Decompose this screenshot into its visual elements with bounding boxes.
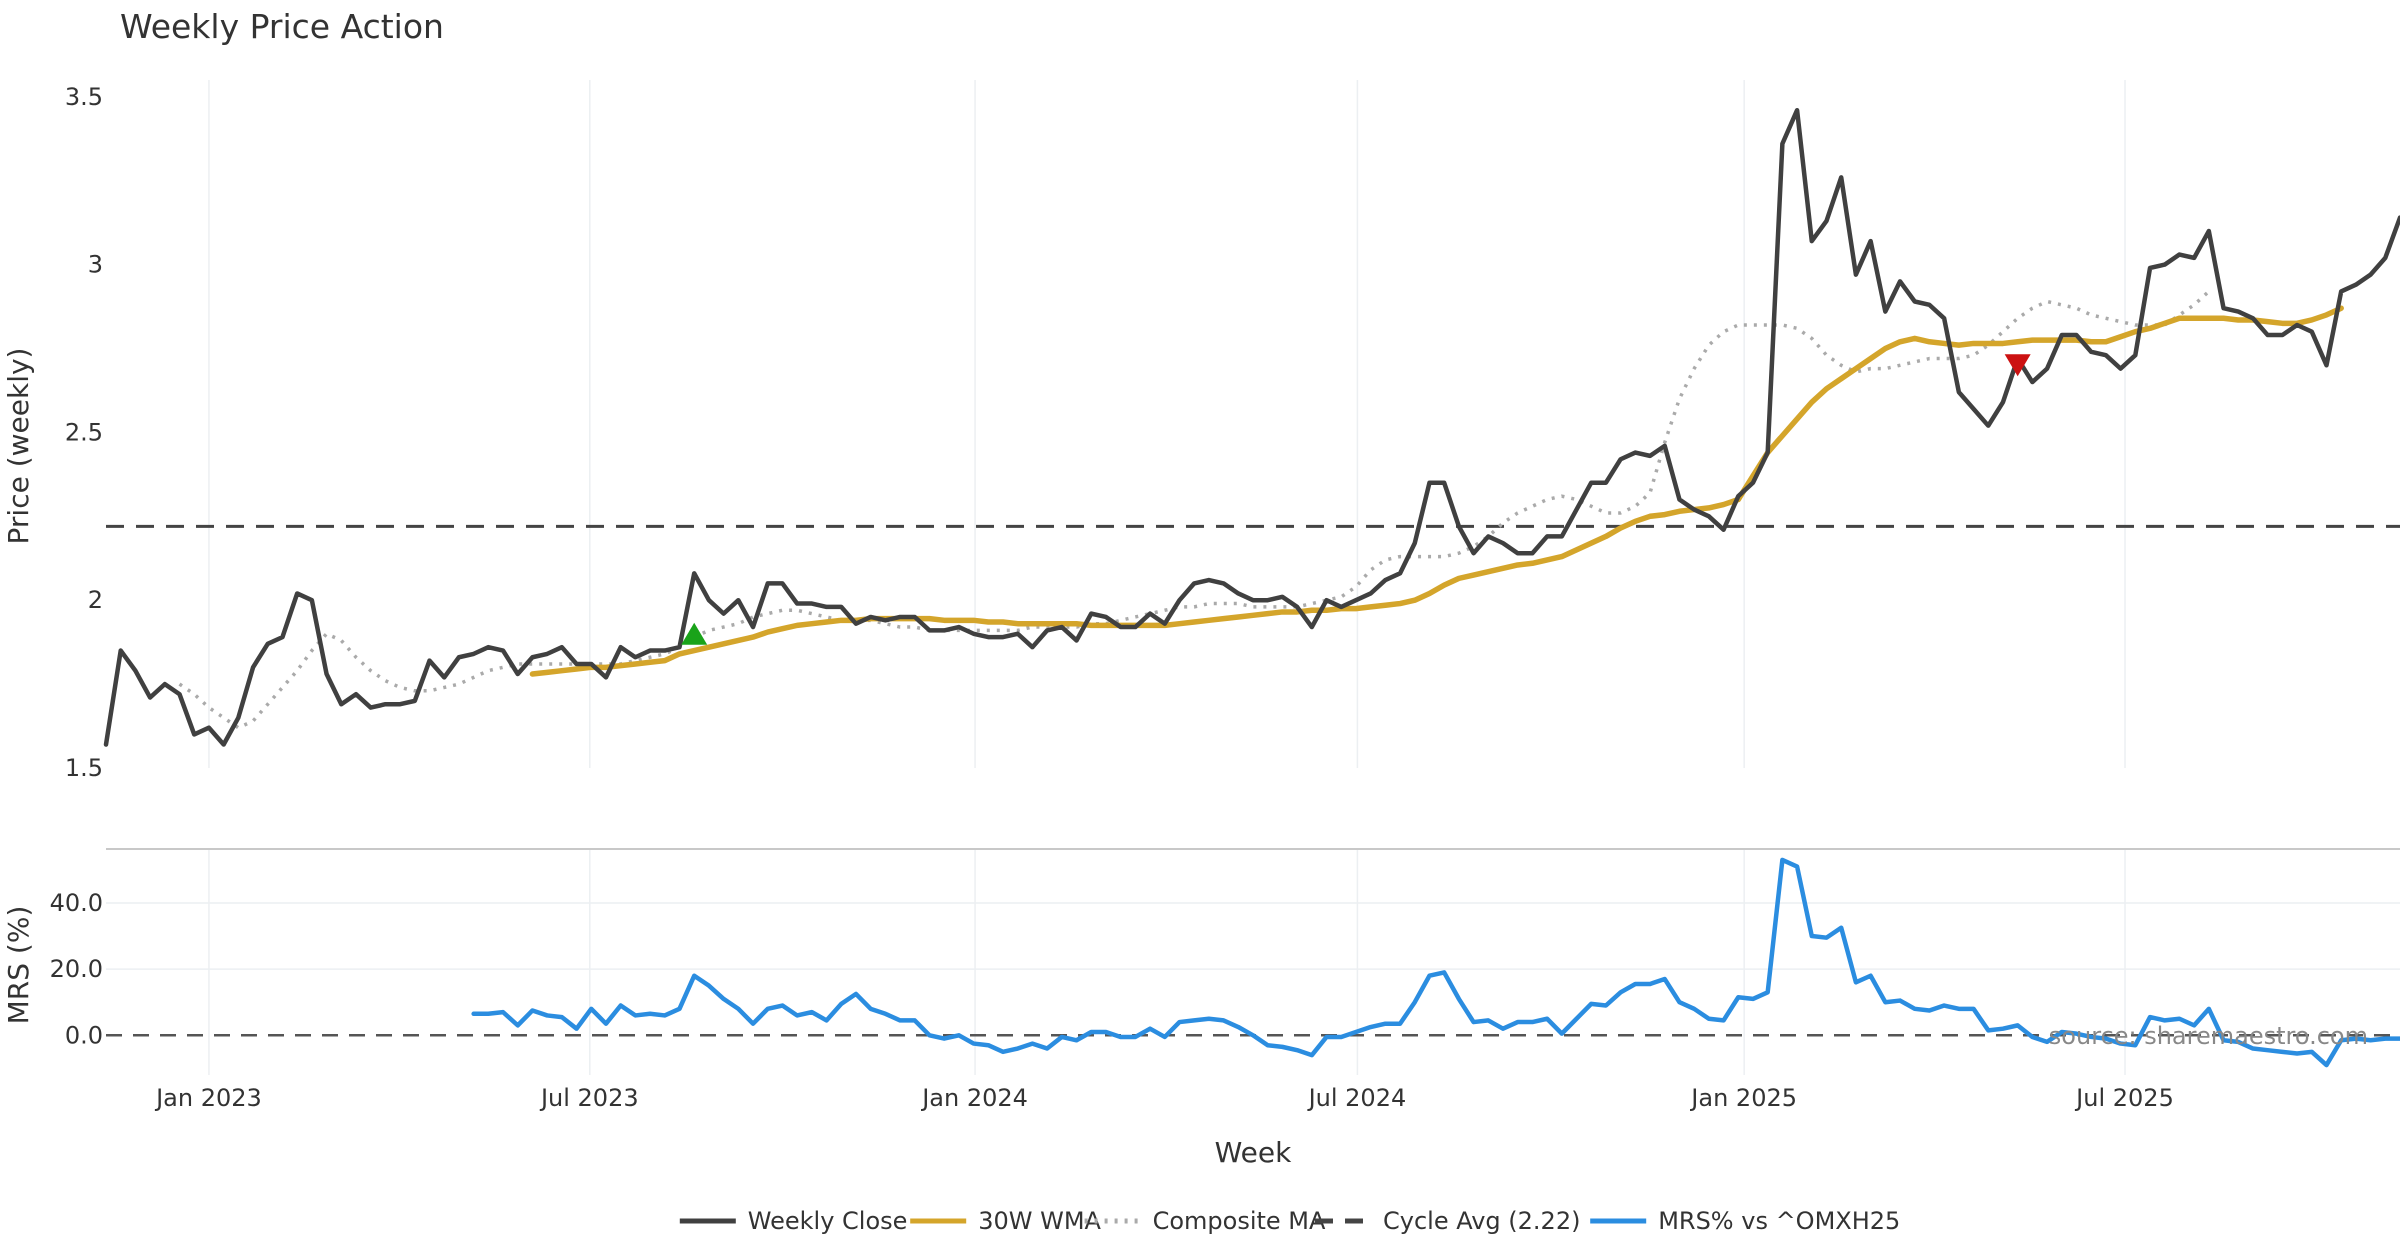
price-y-tick-label: 3.5 <box>65 83 103 111</box>
x-tick-label: Jan 2025 <box>1689 1084 1797 1112</box>
price-y-tick-label: 3 <box>88 251 103 279</box>
composite-ma-line <box>178 290 2211 730</box>
legend-label: Weekly Close <box>748 1207 908 1235</box>
legend-label: 30W WMA <box>978 1207 1101 1235</box>
price-y-tick-label: 2.5 <box>65 418 103 446</box>
x-tick-label: Jul 2023 <box>539 1084 639 1112</box>
sell-signal-marker <box>2004 354 2031 377</box>
wma-30w-line <box>529 305 2344 677</box>
legend: Weekly Close 30W WMA Composite MA Cycle Avg… <box>679 1207 1900 1235</box>
x-tick-label: Jul 2024 <box>1307 1084 1407 1112</box>
x-axis: Jan 2023 Jul 2023 Jan 2024 Jul 2024 Jan 2025… <box>154 1084 2174 1112</box>
mrs-y-tick-label: 0.0 <box>65 1021 103 1049</box>
price-panel: 1.5 2 2.5 3 3.5 <box>65 80 2400 782</box>
mrs-y-tick-label: 20.0 <box>50 955 103 983</box>
buy-signal-marker <box>681 622 708 645</box>
price-axis-title: Price (weekly) <box>2 348 35 545</box>
mrs-y-tick-label: 40.0 <box>50 889 103 917</box>
legend-label: Composite MA <box>1153 1207 1326 1235</box>
mrs-axis-title: MRS (%) <box>2 906 35 1025</box>
x-tick-label: Jan 2024 <box>920 1084 1028 1112</box>
x-tick-label: Jan 2023 <box>154 1084 262 1112</box>
x-tick-label: Jul 2025 <box>2074 1084 2174 1112</box>
x-axis-title: Week <box>1215 1136 1292 1169</box>
mrs-line <box>471 857 2400 1068</box>
source-label: source: sharemaestro.com <box>2049 1022 2368 1050</box>
weekly-close-line <box>103 107 2400 747</box>
price-y-tick-label: 2 <box>88 586 103 614</box>
legend-label: Cycle Avg (2.22) <box>1383 1207 1580 1235</box>
legend-label: MRS% vs ^OMXH25 <box>1658 1207 1900 1235</box>
chart-title: Weekly Price Action <box>120 7 444 46</box>
mrs-panel: 0.0 20.0 40.0 <box>50 848 2400 1075</box>
price-y-tick-label: 1.5 <box>65 754 103 782</box>
